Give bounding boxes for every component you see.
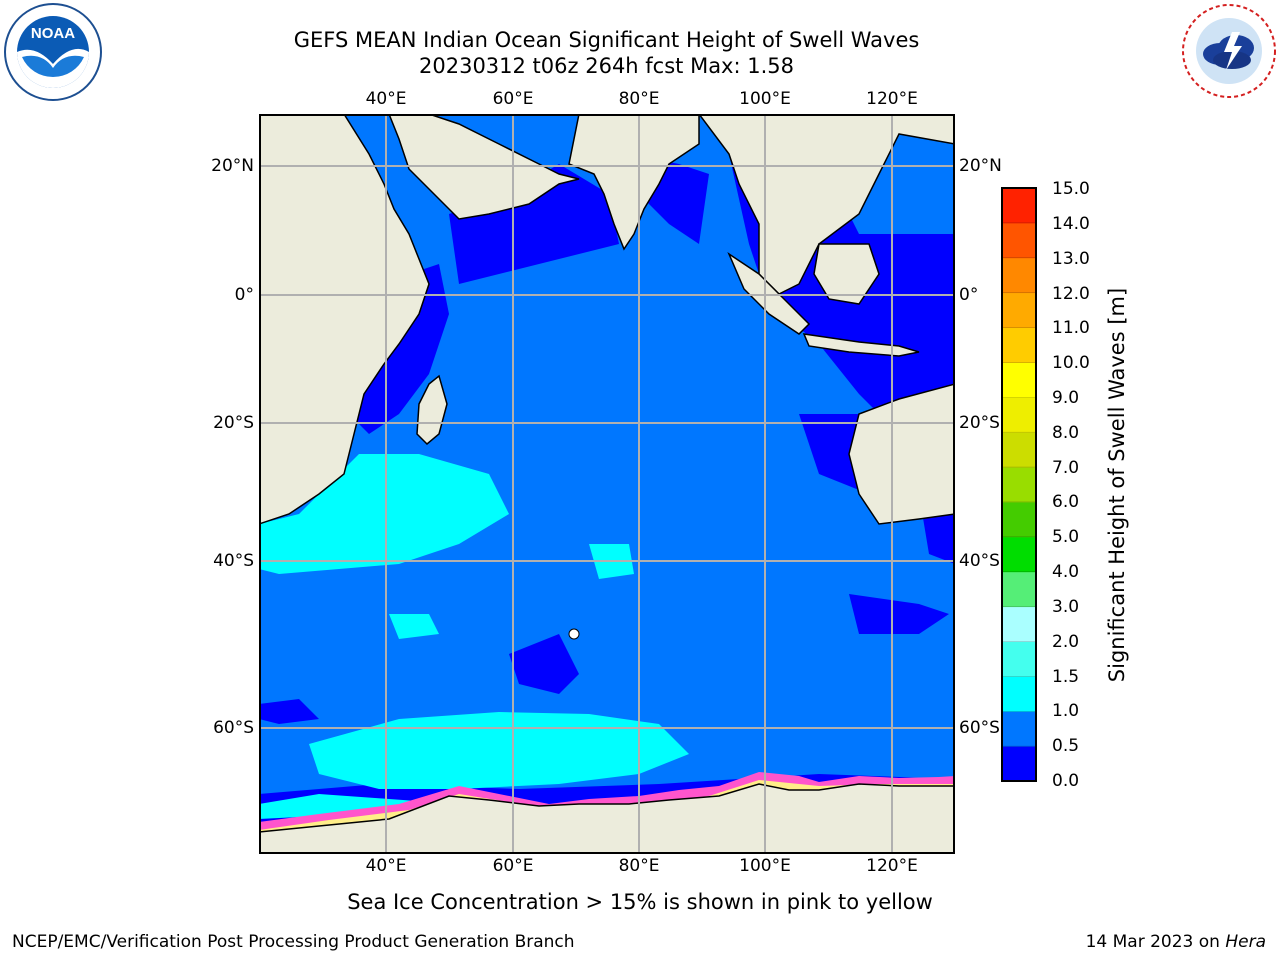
footer-date: 14 Mar 2023 on Hera [1086,932,1266,952]
colorbar-segment [1002,327,1036,363]
colorbar-title: Significant Height of Swell Waves [m] [1105,287,1129,683]
high-swell-zones [259,454,689,819]
colorbar-tick-label: 5.0 [1052,527,1080,547]
colorbar [1001,187,1037,782]
lat-label-right: 20°N [959,156,1002,176]
lat-label-left: 60°S [213,718,254,738]
colorbar-tick-label: 15.0 [1052,179,1090,199]
colorbar-tick-label: 11.0 [1052,318,1090,338]
lon-label-bottom: 100°E [739,856,791,876]
lat-label-left: 20°N [211,156,254,176]
lon-label-top: 80°E [618,89,660,109]
lat-label-right: 0° [959,285,979,305]
lon-label-top: 40°E [365,89,407,109]
gridlines [259,114,955,854]
lon-label-bottom: 40°E [365,856,407,876]
lon-label-top: 120°E [866,89,918,109]
colorbar-segment [1002,571,1036,608]
colorbar-tick-label: 4.0 [1052,562,1080,582]
map-frame [259,114,955,854]
sea-ice-note: Sea Ice Concentration > 15% is shown in … [347,890,933,914]
colorbar-segment [1002,362,1036,398]
colorbar-segment [1002,188,1036,224]
colorbar-segment [1002,676,1036,712]
colorbar-segment [1002,467,1036,503]
madagascar-land [416,374,448,446]
colorbar-tick-label: 12.0 [1052,284,1090,304]
colorbar-tick-label: 10.0 [1052,353,1090,373]
colorbar-tick-label: 6.0 [1052,492,1080,512]
colorbar-segment [1002,606,1036,642]
lon-label-bottom: 80°E [618,856,660,876]
colorbar-segment [1002,397,1036,433]
colorbar-segment [1002,222,1036,259]
colorbar-tick-label: 0.5 [1052,736,1080,756]
lat-label-left: 40°S [213,551,254,571]
colorbar-segment [1002,292,1036,329]
lon-label-bottom: 60°E [492,856,534,876]
antarctica-land [259,783,955,854]
lat-label-right: 20°S [959,413,1000,433]
lat-label-right: 60°S [959,718,1000,738]
lon-label-bottom: 120°E [866,856,918,876]
chart-subtitle: 20230312 t06z 264h fcst Max: 1.58 [419,54,794,78]
colorbar-tick-label: 13.0 [1052,249,1090,269]
colorbar-segment [1002,501,1036,538]
java-land [802,333,920,357]
kerguelen-island [568,628,580,640]
colorbar-tick-label: 7.0 [1052,458,1080,478]
lat-label-right: 40°S [959,551,1000,571]
colorbar-segment [1002,536,1036,573]
footer-date-text: 14 Mar 2023 on [1085,932,1226,952]
colorbar-segment [1002,432,1036,468]
footer-credit: NCEP/EMC/Verification Post Processing Pr… [12,932,575,952]
colorbar-tick-label: 0.0 [1052,771,1080,791]
lon-label-top: 100°E [739,89,791,109]
nws-logo [1182,4,1276,98]
australia-land [848,383,955,525]
lat-label-left: 20°S [213,413,254,433]
colorbar-tick-label: 1.5 [1052,667,1080,687]
colorbar-tick-label: 2.0 [1052,632,1080,652]
colorbar-tick-label: 14.0 [1052,214,1090,234]
borneo-land [813,243,880,305]
colorbar-tick-label: 1.0 [1052,701,1080,721]
colorbar-segment [1002,711,1036,747]
colorbar-segment [1002,257,1036,294]
colorbar-tick-label: 9.0 [1052,388,1080,408]
chart-title: GEFS MEAN Indian Ocean Significant Heigh… [293,28,920,52]
colorbar-tick-label: 3.0 [1052,597,1080,617]
lon-label-top: 60°E [492,89,534,109]
footer-host: Hera [1225,932,1266,952]
noaa-logo: NOAA [4,3,102,101]
colorbar-segment [1002,746,1036,782]
indochina-land [698,114,955,295]
india-land [568,114,700,251]
colorbar-segment [1002,641,1036,677]
colorbar-tick-label: 8.0 [1052,423,1080,443]
lat-label-left: 0° [234,285,254,305]
noaa-logo-text: NOAA [31,25,75,42]
swell-height-map [259,114,955,854]
